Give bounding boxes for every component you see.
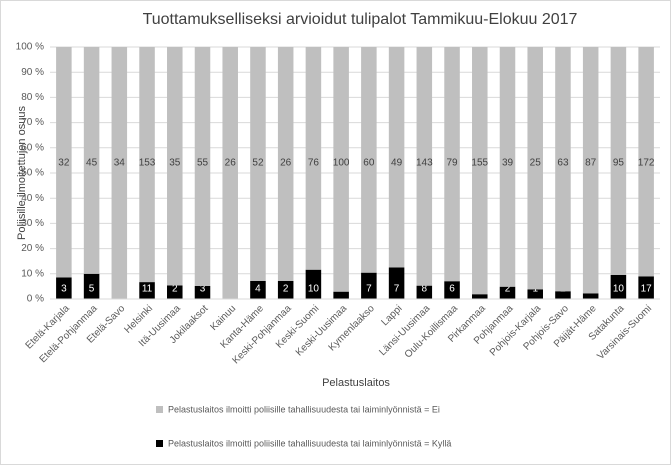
bar-segment bbox=[361, 272, 377, 299]
y-tick-label: 10 % bbox=[21, 268, 44, 279]
data-label: 87 bbox=[585, 158, 597, 169]
data-label: 52 bbox=[252, 158, 264, 169]
bar-segment bbox=[167, 285, 183, 299]
data-label: 55 bbox=[197, 158, 209, 169]
bar-segment bbox=[83, 47, 100, 274]
bar-segment bbox=[194, 47, 211, 286]
data-label: 76 bbox=[308, 158, 320, 169]
bar-segment bbox=[499, 286, 516, 299]
data-label: 3 bbox=[61, 284, 67, 295]
data-label: 49 bbox=[391, 158, 403, 169]
bar-segment bbox=[333, 47, 349, 292]
data-label: 34 bbox=[114, 158, 126, 169]
bar-segment bbox=[56, 47, 72, 278]
data-label: 11 bbox=[142, 284, 153, 295]
bar-segment bbox=[277, 47, 294, 281]
data-label: 17 bbox=[641, 284, 653, 295]
data-label: 32 bbox=[58, 158, 70, 169]
bar-segment bbox=[388, 267, 405, 299]
data-label: 2 bbox=[505, 284, 511, 295]
y-axis-title: Poliisille ilmoitettujen osuus bbox=[16, 106, 28, 240]
y-tick-label: 40 % bbox=[21, 193, 44, 204]
data-label: 60 bbox=[363, 158, 375, 169]
data-label: 4 bbox=[255, 284, 261, 295]
y-tick-label: 80 % bbox=[21, 92, 44, 103]
y-tick-label: 60 % bbox=[21, 142, 44, 153]
bar-segment bbox=[111, 47, 128, 299]
data-label: 35 bbox=[169, 158, 181, 169]
data-label: 26 bbox=[225, 158, 237, 169]
legend-swatch bbox=[156, 406, 163, 413]
data-label: 5 bbox=[89, 284, 95, 295]
bar-segment bbox=[527, 47, 543, 290]
data-label: 25 bbox=[530, 158, 542, 169]
bar-segment bbox=[610, 275, 627, 299]
bar-segment bbox=[582, 47, 599, 294]
bar-segment bbox=[83, 273, 100, 299]
data-label: 172 bbox=[638, 158, 655, 169]
bar-segment bbox=[472, 47, 488, 295]
legend-label: Pelastuslaitos ilmoitti poliisille tahal… bbox=[168, 404, 440, 414]
y-tick-label: 20 % bbox=[21, 243, 44, 254]
bar-segment bbox=[361, 47, 377, 273]
bar-segment bbox=[416, 47, 433, 286]
data-label: 153 bbox=[139, 158, 156, 169]
bar-segment bbox=[638, 276, 654, 299]
data-label: 100 bbox=[333, 158, 350, 169]
bar-segment bbox=[610, 47, 627, 275]
data-label: 6 bbox=[449, 284, 455, 295]
bar-segment bbox=[139, 47, 155, 283]
bar-segment bbox=[638, 47, 654, 277]
bar-segment bbox=[56, 277, 72, 299]
bar-segment bbox=[444, 281, 460, 299]
y-tick-label: 90 % bbox=[21, 67, 44, 78]
bar-segment bbox=[555, 47, 571, 292]
bar-segment bbox=[333, 291, 349, 299]
bar-segment bbox=[555, 291, 571, 299]
bar-segment bbox=[388, 47, 405, 268]
data-label: 155 bbox=[471, 158, 488, 169]
data-label: 2 bbox=[283, 284, 289, 295]
y-tick-label: 70 % bbox=[21, 117, 44, 128]
data-label: 45 bbox=[86, 158, 98, 169]
data-label: 10 bbox=[613, 284, 625, 295]
bar-segment bbox=[305, 47, 322, 270]
bar-segment bbox=[277, 281, 294, 299]
data-label: 95 bbox=[613, 158, 625, 169]
data-label: 8 bbox=[422, 284, 428, 295]
x-axis-title: Pelastuslaitos bbox=[322, 377, 390, 389]
bar-segment bbox=[167, 47, 183, 286]
bar-segment bbox=[222, 47, 238, 299]
legend-swatch bbox=[156, 440, 163, 447]
bar-segment bbox=[416, 285, 433, 299]
data-label: 7 bbox=[366, 284, 372, 295]
bar-segment bbox=[582, 293, 599, 299]
bar-segment bbox=[194, 285, 211, 299]
data-label: 143 bbox=[416, 158, 433, 169]
data-label: 7 bbox=[394, 284, 400, 295]
chart-title: Tuottamukselliseksi arvioidut tulipalot … bbox=[143, 11, 578, 28]
y-tick-label: 0 % bbox=[27, 294, 44, 305]
bar-segment bbox=[444, 47, 460, 282]
data-label: 3 bbox=[200, 284, 206, 295]
data-label: 63 bbox=[557, 158, 569, 169]
bar-segment bbox=[250, 47, 266, 281]
data-label: 39 bbox=[502, 158, 514, 169]
legend-label: Pelastuslaitos ilmoitti poliisille tahal… bbox=[168, 438, 451, 448]
bar-segment bbox=[305, 269, 322, 299]
data-label: 79 bbox=[446, 158, 458, 169]
data-label: 2 bbox=[172, 284, 178, 295]
y-tick-label: 100 % bbox=[16, 42, 44, 53]
bar-segment bbox=[139, 282, 155, 299]
data-label: 26 bbox=[280, 158, 292, 169]
bar-segment bbox=[499, 47, 516, 287]
bar-segment bbox=[527, 289, 543, 299]
bar-segment bbox=[250, 281, 266, 299]
y-tick-label: 50 % bbox=[21, 168, 44, 179]
data-label: 10 bbox=[308, 284, 320, 295]
y-tick-label: 30 % bbox=[21, 218, 44, 229]
bar-segment bbox=[472, 294, 488, 299]
